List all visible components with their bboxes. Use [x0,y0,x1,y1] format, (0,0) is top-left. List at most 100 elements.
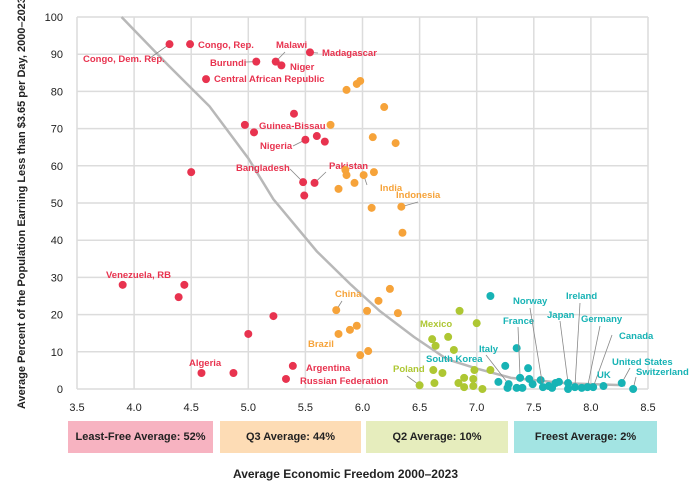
data-point-q2 [454,379,463,388]
y-axis-label: Average Percent of the Population Earnin… [16,0,28,410]
data-point-q3 [332,306,341,315]
country-label: Japan [547,310,575,321]
country-label: Germany [581,314,623,325]
data-point-least-free [277,61,286,70]
y-tick-label: 50 [51,198,63,210]
data-point-q3 [345,325,354,334]
country-label: Ireland [566,291,597,302]
country-label: Congo, Dem. Rep. [83,54,165,65]
data-point-freest [516,373,525,382]
leader-line [592,334,613,388]
data-point-q3 [334,329,343,338]
leader-line [587,325,601,388]
country-label: Mexico [420,319,452,330]
data-point-least-free [250,128,259,137]
band-least-free: Least-Free Average: 52% [68,421,213,453]
leader-line [529,307,544,388]
x-tick-label: 3.5 [69,402,84,414]
x-axis-label: Average Economic Freedom 2000–2023 [232,467,458,481]
data-point-q2 [455,306,464,315]
data-point-freest [512,344,521,353]
country-label: Italy [479,344,499,355]
y-tick-label: 40 [51,235,63,247]
data-point-freest [599,382,608,391]
data-point-freest [570,383,579,392]
country-label: Brazil [308,339,334,350]
data-point-freest [554,377,563,386]
data-point-q3 [363,306,372,315]
data-point-q3 [397,202,406,211]
data-point-least-free [300,191,309,200]
data-point-least-free [299,178,308,187]
country-label: Poland [393,364,425,375]
data-point-least-free [180,280,189,289]
data-point-q2 [486,366,495,375]
data-point-least-free [252,57,261,66]
data-point-q3 [391,139,400,148]
y-tick-label: 90 [51,49,63,61]
y-tick-label: 80 [51,86,63,98]
y-tick-label: 20 [51,310,63,322]
data-point-q3 [367,203,376,212]
data-point-q2 [444,332,453,341]
data-point-freest [524,364,533,373]
data-point-q3 [356,351,365,360]
data-point-freest [503,383,512,392]
country-label: Burundi [210,58,246,69]
data-point-q2 [469,382,478,391]
x-tick-label: 5.5 [298,402,313,414]
country-label: Russian Federation [300,376,388,387]
data-point-least-free [187,168,196,177]
country-label: Switzerland [636,367,689,378]
y-tick-label: 100 [45,12,63,24]
data-point-q3 [380,103,389,112]
y-tick-label: 10 [51,347,63,359]
leader-line [485,354,509,385]
x-tick-label: 4.0 [126,402,141,414]
data-point-q2 [429,366,438,375]
trend-line [120,16,626,387]
x-tick-label: 4.5 [184,402,199,414]
data-point-q3 [326,120,335,129]
country-label: China [335,289,362,300]
data-point-q2 [470,366,479,375]
data-point-least-free [320,137,329,146]
y-tick-label: 0 [57,384,63,396]
country-label: United States [612,357,673,368]
data-point-least-free [288,361,297,370]
data-point-freest [536,376,545,385]
country-label: Congo, Rep. [198,40,254,51]
data-point-least-free [229,369,238,378]
data-point-freest [583,383,592,392]
y-tick-label: 30 [51,272,63,284]
data-point-least-free [269,312,278,321]
data-point-q3 [369,168,378,177]
data-point-least-free [271,57,280,66]
data-point-q3 [359,171,368,180]
data-point-least-free [186,40,195,49]
country-label: Niger [290,62,315,73]
country-label: Pakistan [329,161,368,172]
country-label: Guinea-Bissau [259,121,326,132]
country-label: Canada [619,331,654,342]
data-point-freest [486,292,495,300]
data-point-q2 [415,381,424,390]
data-point-freest [617,379,626,388]
data-point-least-free [301,135,310,144]
country-label: Madagascar [322,48,377,59]
country-label: Algeria [189,358,222,369]
data-point-least-free [118,280,127,289]
data-point-freest [564,379,573,388]
country-label: Bangladesh [236,163,290,174]
data-point-least-free [312,132,321,141]
data-point-least-free [165,40,174,49]
country-label: Malawi [276,40,307,51]
data-point-least-free [244,329,253,338]
data-point-q3 [364,347,373,356]
data-point-freest [528,380,537,389]
data-point-q2 [428,335,437,344]
y-tick-label: 60 [51,161,63,173]
data-point-freest [629,385,638,393]
data-point-q2 [430,379,439,388]
